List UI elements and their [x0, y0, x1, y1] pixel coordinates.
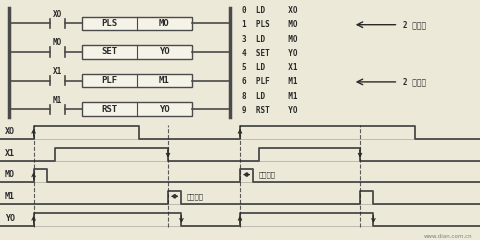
Text: RST: RST [101, 105, 117, 114]
Text: MO: MO [5, 170, 15, 179]
Text: M1: M1 [53, 96, 62, 105]
Text: MO: MO [53, 38, 62, 47]
Text: 3  LD     MO: 3 LD MO [242, 35, 298, 43]
Text: M1: M1 [159, 76, 170, 85]
Text: YO: YO [159, 48, 170, 56]
FancyBboxPatch shape [82, 102, 192, 116]
Text: 5  LD     X1: 5 LD X1 [242, 63, 298, 72]
Text: PLF: PLF [101, 76, 117, 85]
Text: XO: XO [5, 127, 15, 136]
Text: www.dian.com.cn: www.dian.com.cn [424, 234, 473, 239]
Text: 1  PLS    MO: 1 PLS MO [242, 20, 298, 29]
Text: 2 步指令: 2 步指令 [403, 20, 426, 29]
Text: X1: X1 [53, 67, 62, 76]
FancyBboxPatch shape [82, 17, 192, 30]
Text: 扯描周期: 扯描周期 [186, 193, 203, 200]
Text: 2 步指令: 2 步指令 [403, 77, 426, 86]
Text: 6  PLF    M1: 6 PLF M1 [242, 77, 298, 86]
Text: X1: X1 [5, 149, 15, 157]
Text: SET: SET [101, 48, 117, 56]
Text: PLS: PLS [101, 19, 117, 28]
Text: MO: MO [159, 19, 170, 28]
FancyBboxPatch shape [82, 45, 192, 59]
Text: 9  RST    YO: 9 RST YO [242, 106, 298, 115]
Text: YO: YO [5, 214, 15, 223]
Text: M1: M1 [5, 192, 15, 201]
Text: 0  LD     XO: 0 LD XO [242, 6, 298, 15]
Text: YO: YO [159, 105, 170, 114]
FancyBboxPatch shape [82, 74, 192, 87]
Text: 扯描周期: 扯描周期 [258, 171, 275, 178]
Text: XO: XO [53, 10, 62, 19]
Text: 8  LD     M1: 8 LD M1 [242, 92, 298, 101]
Text: 4  SET    YO: 4 SET YO [242, 49, 298, 58]
